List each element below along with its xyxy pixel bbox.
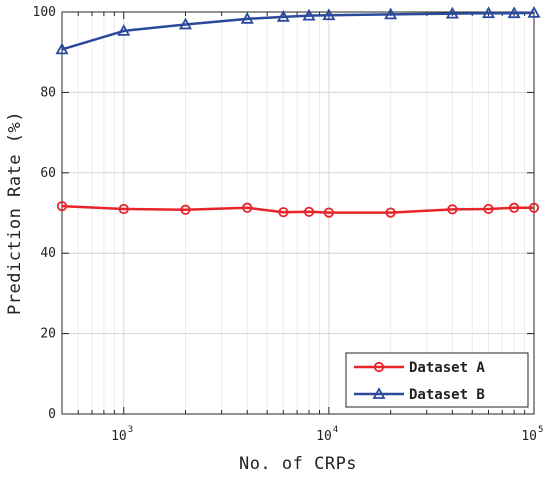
- data-point: [527, 5, 541, 18]
- series-line: [61, 11, 535, 51]
- x-tick-label: 10 4: [316, 425, 338, 444]
- data-point: [483, 203, 494, 215]
- legend: Dataset A Dataset B: [345, 352, 529, 408]
- series-group: [55, 5, 541, 218]
- series-dataset-a: [56, 201, 540, 218]
- x-tick-label: 10 3: [111, 425, 133, 444]
- x-tick-label-base: 10: [111, 429, 127, 444]
- legend-label: Dataset A: [409, 360, 485, 376]
- data-point: [481, 6, 496, 19]
- data-point: [178, 17, 193, 30]
- x-tick-label-exponent: 5: [538, 425, 543, 435]
- series-line: [61, 204, 534, 214]
- data-point: [55, 42, 69, 55]
- x-tick-label-exponent: 3: [128, 425, 133, 435]
- data-point: [303, 206, 315, 217]
- x-tick-label: 10 5: [521, 425, 543, 444]
- data-point: [180, 204, 191, 215]
- series-dataset-b: [55, 5, 541, 55]
- data-point: [445, 6, 459, 19]
- data-point: [384, 7, 398, 20]
- legend-entry: Dataset A: [354, 360, 485, 376]
- y-tick-label: 60: [40, 166, 56, 181]
- data-point: [509, 202, 520, 213]
- data-point: [385, 207, 396, 218]
- data-point: [242, 202, 253, 213]
- data-point: [276, 9, 290, 22]
- y-tick-label: 20: [40, 327, 56, 342]
- y-tick-label: 100: [33, 5, 56, 20]
- data-point: [56, 201, 68, 212]
- data-point: [118, 203, 129, 215]
- x-tick-label-base: 10: [316, 429, 332, 444]
- x-axis-title: No. of CRPs: [239, 454, 357, 474]
- y-tick-label: 40: [40, 246, 56, 261]
- y-tick-label: 80: [40, 85, 56, 100]
- y-tick-label: 0: [48, 407, 56, 422]
- data-point: [240, 11, 254, 24]
- data-point: [302, 8, 316, 21]
- legend-swatch-marker: [372, 387, 386, 399]
- data-point: [323, 207, 334, 218]
- data-point: [278, 207, 289, 218]
- legend-swatch-marker: [373, 361, 385, 373]
- data-point: [507, 6, 521, 19]
- plot-frame: [61, 11, 535, 415]
- data-point: [322, 8, 336, 21]
- x-tick-label-exponent: 4: [333, 425, 338, 435]
- x-tick-label-base: 10: [521, 429, 537, 444]
- legend-label: Dataset B: [409, 387, 485, 403]
- data-point: [528, 202, 540, 213]
- y-axis-title: Prediction Rate (%): [5, 111, 25, 315]
- legend-entry: Dataset B: [354, 387, 485, 403]
- data-point: [117, 24, 131, 36]
- data-point: [447, 204, 458, 215]
